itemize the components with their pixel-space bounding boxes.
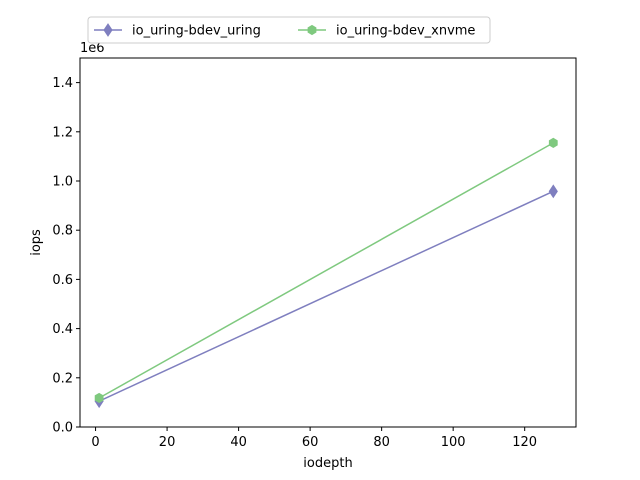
plot-frame [79,57,577,428]
legend-marker-io_uring-bdev_xnvme [307,24,317,36]
legend-entries: io_uring-bdev_uring io_uring-bdev_xnvme [94,23,475,39]
y-axis-label: iops [29,229,44,256]
legend-marker-io_uring-bdev_uring [103,23,113,37]
legend-label: io_uring-bdev_uring [132,24,261,39]
y-tick-label: 0.0 [52,421,73,436]
x-tick-label: 20 [159,435,176,450]
y-tick-label: 0.2 [52,371,73,386]
legend-label: io_uring-bdev_xnvme [336,24,475,39]
x-tick-label: 80 [373,435,390,450]
data-point-io_uring-bdev_xnvme [548,137,558,148]
legend-box [87,16,491,44]
x-tick-label: 40 [230,435,247,450]
plot-marks [94,137,558,409]
y-tick-label: 0.8 [52,224,73,239]
x-tick-label: 100 [441,435,466,450]
x-tick-label: 120 [512,435,537,450]
y-tick-label: 1.2 [52,125,73,140]
x-axis-label: iodepth [303,456,352,471]
y-tick-label: 0.4 [52,322,73,337]
y-tick-label: 0.6 [52,273,73,288]
y-offset-label: 1e6 [80,41,105,56]
x-tick-label: 60 [302,435,319,450]
data-point-io_uring-bdev_uring [548,184,558,199]
x-axis: 0 20 40 60 80 100 120 [91,427,537,450]
legend: io_uring-bdev_uring io_uring-bdev_xnvme [87,16,491,44]
y-axis: 0.0 0.2 0.4 0.6 0.8 1.0 1.2 1.4 [52,76,80,436]
x-tick-label: 0 [91,435,99,450]
series-line-io_uring-bdev_xnvme [98,142,554,399]
series-line-io_uring-bdev_uring [98,190,554,402]
y-tick-label: 1.0 [52,175,73,190]
y-tick-label: 1.4 [52,76,73,91]
data-point-io_uring-bdev_xnvme [94,392,104,404]
